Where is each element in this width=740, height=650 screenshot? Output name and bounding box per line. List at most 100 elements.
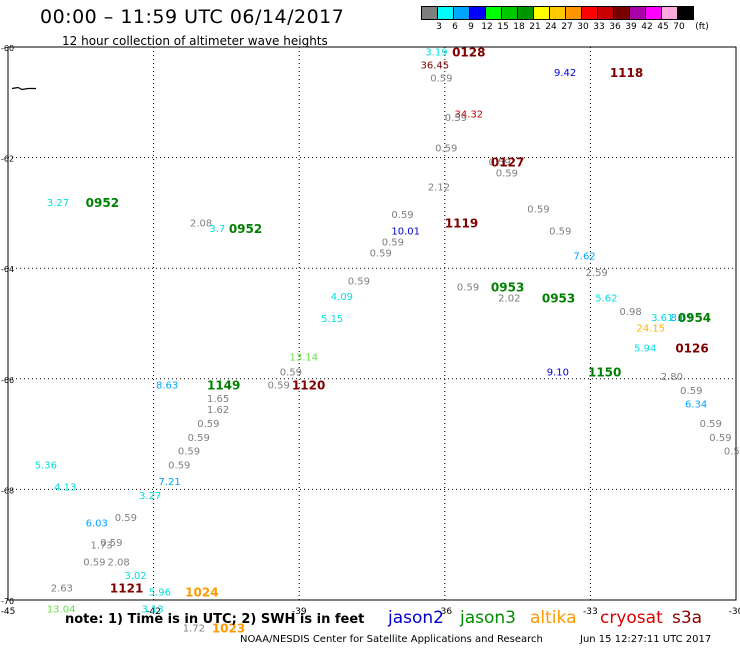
swh-value-label: 5.15 <box>321 314 343 325</box>
swh-value-label: 0.59 <box>370 249 392 260</box>
coastline-fragment <box>11 86 36 91</box>
y-tick-label: -60 <box>1 44 14 53</box>
swh-value-label: 3.13 <box>141 604 163 615</box>
pass-time-label: 0953 <box>491 280 524 294</box>
colorbar-label: 18 <box>513 22 525 32</box>
swh-value-label: 5.94 <box>634 343 656 354</box>
swh-value-label: 7.62 <box>573 251 595 262</box>
colorbar-label: 42 <box>641 22 653 32</box>
swh-value-label: 9.42 <box>554 68 576 79</box>
swh-value-label: 0.59 <box>168 461 190 472</box>
colorbar-label: 30 <box>577 22 589 32</box>
swh-value-label: 13.14 <box>289 353 318 364</box>
chart-title: 00:00 – 11:59 UTC 06/14/2017 <box>40 6 345 28</box>
swh-value-label: 0.98 <box>620 307 642 318</box>
plot-frame <box>7 46 737 601</box>
swh-value-label: 4.13 <box>54 483 76 494</box>
colorbar-label: 9 <box>468 22 474 32</box>
colorbar-swatch <box>677 6 694 20</box>
pass-time-label: 1023 <box>212 622 245 636</box>
swh-value-label: 0.59 <box>382 238 404 249</box>
pass-time-label: 1120 <box>292 378 325 392</box>
swh-value-label: 0.59 <box>348 276 370 287</box>
swh-value-label: 34.32 <box>455 109 484 120</box>
swh-value-label: 9.10 <box>547 368 569 379</box>
swh-value-label: 0.59 <box>724 447 740 458</box>
swh-value-label: 0.59 <box>457 282 479 293</box>
swh-value-label: 2.08 <box>107 557 129 568</box>
swh-value-label: 2.12 <box>428 182 450 193</box>
swh-value-label: 6.34 <box>685 400 707 411</box>
swh-value-label: 0.59 <box>488 157 510 168</box>
swh-value-label: 5.96 <box>149 588 171 599</box>
colorbar-label: 36 <box>609 22 621 32</box>
colorbar-label: 39 <box>625 22 637 32</box>
colorbar <box>421 6 694 20</box>
swh-value-label: 10.01 <box>391 227 420 238</box>
pass-time-label: 1121 <box>110 581 143 595</box>
swh-value-label: 4.09 <box>331 292 353 303</box>
swh-value-label: 8.61 <box>670 313 692 324</box>
x-tick-label: -45 <box>1 607 16 617</box>
swh-value-label: 0.59 <box>527 204 549 215</box>
swh-value-label: 0.59 <box>115 513 137 524</box>
chart-subtitle: 12 hour collection of altimeter wave hei… <box>62 34 328 48</box>
colorbar-label: 21 <box>529 22 541 32</box>
swh-value-label: 0.59 <box>435 144 457 155</box>
swh-value-label: 3.27 <box>139 491 161 502</box>
swh-value-label: 3.27 <box>47 198 69 209</box>
swh-value-label: 1.72 <box>183 624 205 635</box>
colorbar-label: 33 <box>593 22 605 32</box>
swh-value-label: 0.59 <box>680 386 702 397</box>
swh-value-label: 0.59 <box>496 169 518 180</box>
y-tick-label: -64 <box>1 265 14 274</box>
swh-value-label: 5.36 <box>35 461 57 472</box>
swh-value-label: 3.19 <box>425 47 447 58</box>
legend-item-jason2: jason2 <box>388 608 444 628</box>
swh-value-label: 2.02 <box>498 294 520 305</box>
swh-value-label: 5.62 <box>595 294 617 305</box>
colorbar-label: 45 <box>657 22 669 32</box>
swh-value-label: 7.21 <box>158 477 180 488</box>
footer-timestamp: Jun 15 12:27:11 UTC 2017 <box>580 634 712 645</box>
swh-value-label: 2.59 <box>586 268 608 279</box>
pass-time-label: 1024 <box>185 586 218 600</box>
swh-value-label: 2.80 <box>661 372 683 383</box>
swh-value-label: 24.15 <box>637 323 666 334</box>
swh-value-label: 0.59 <box>549 227 571 238</box>
swh-value-label: 0.59 <box>100 538 122 549</box>
pass-time-label: 0953 <box>542 292 575 306</box>
swh-value-label: 0.59 <box>445 113 467 124</box>
swh-value-label: 6.03 <box>86 519 108 530</box>
colorbar-label: 15 <box>497 22 509 32</box>
legend-item-cryosat: cryosat <box>600 608 663 628</box>
swh-value-label: 0.59 <box>188 433 210 444</box>
swh-value-label: 0.59 <box>83 557 105 568</box>
swh-value-label: 8.63 <box>156 380 178 391</box>
swh-value-label: 2.08 <box>190 218 212 229</box>
swh-value-label: 0.59 <box>280 368 302 379</box>
swh-value-label: 3.61 <box>651 313 673 324</box>
x-tick-label: -39 <box>292 607 307 617</box>
y-tick-label: -66 <box>1 376 14 385</box>
swh-value-label: 0.59 <box>700 419 722 430</box>
pass-time-label: 0127 <box>491 155 524 169</box>
colorbar-label: 3 <box>436 22 442 32</box>
x-tick-label: -42 <box>146 607 161 617</box>
y-tick-label: -70 <box>1 597 14 606</box>
footer-credit: NOAA/NESDIS Center for Satellite Applica… <box>240 634 543 645</box>
colorbar-label: 6 <box>452 22 458 32</box>
pass-time-label: 0128 <box>452 45 485 59</box>
swh-value-label: 0.59 <box>430 73 452 84</box>
pass-time-label: 1149 <box>207 378 240 392</box>
colorbar-label: 27 <box>561 22 573 32</box>
swh-value-label: 3.7 <box>209 224 225 235</box>
legend-item-s3a: s3a <box>672 608 703 628</box>
swh-value-label: 0.59 <box>709 433 731 444</box>
pass-time-label: 0126 <box>675 341 708 355</box>
swh-value-label: 2.63 <box>51 583 73 594</box>
swh-value-label: 13.04 <box>47 604 76 615</box>
legend-item-altika: altika <box>530 608 577 628</box>
colorbar-unit: (ft) <box>695 22 709 32</box>
